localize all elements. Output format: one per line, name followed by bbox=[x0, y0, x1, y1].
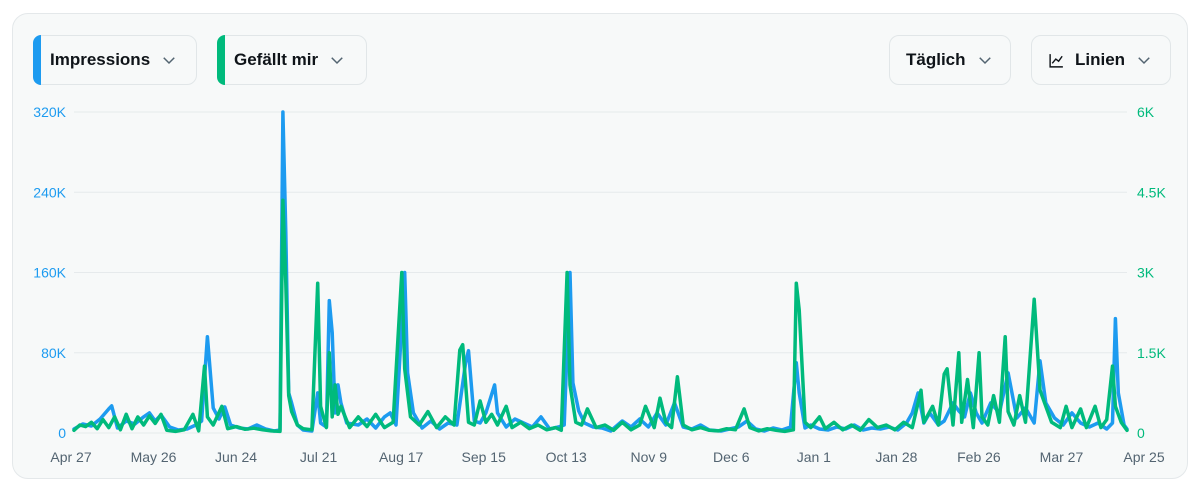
y-axis-right: 0 1.5K 3K 4.5K 6K bbox=[1137, 104, 1166, 441]
y-right-tick-label: 0 bbox=[1137, 425, 1145, 441]
metric2-label: Gefällt mir bbox=[234, 50, 319, 69]
x-tick-label: Dec 6 bbox=[713, 449, 750, 465]
y-right-tick-label: 3K bbox=[1137, 265, 1155, 281]
chart-grid bbox=[74, 111, 1127, 434]
x-tick-label: Aug 17 bbox=[379, 449, 424, 465]
x-tick-label: Nov 9 bbox=[630, 449, 667, 465]
y-left-tick-label: 160K bbox=[33, 265, 66, 281]
x-tick-label: Jan 28 bbox=[875, 449, 917, 465]
y-left-tick-label: 80K bbox=[41, 345, 67, 361]
x-axis: Apr 27 May 26 Jun 24 Jul 21 Aug 17 Sep 15 Oct … bbox=[50, 449, 1164, 465]
x-tick-label: Jul 21 bbox=[300, 449, 338, 465]
chart-lines bbox=[72, 110, 1129, 434]
interval-selector[interactable]: Täglich bbox=[889, 35, 1011, 85]
chevron-down-icon bbox=[1135, 51, 1153, 69]
metric1-color-bar bbox=[33, 35, 41, 85]
metric2-color-bar bbox=[217, 35, 225, 85]
x-tick-label: Mar 27 bbox=[1040, 449, 1084, 465]
chevron-down-icon bbox=[328, 51, 346, 69]
y-axis-left: 0 80K 160K 240K 320K bbox=[33, 104, 66, 441]
chevron-down-icon bbox=[976, 51, 994, 69]
y-left-tick-label: 240K bbox=[33, 184, 66, 200]
metric1-label: Impressions bbox=[50, 50, 151, 69]
y-left-tick-label: 320K bbox=[33, 104, 66, 120]
chart-style-selector[interactable]: Linien bbox=[1031, 35, 1171, 85]
y-right-tick-label: 6K bbox=[1137, 104, 1155, 120]
x-tick-label: Apr 27 bbox=[50, 449, 91, 465]
x-tick-label: Jun 24 bbox=[215, 449, 257, 465]
metric1-selector[interactable]: Impressions bbox=[33, 35, 197, 85]
chevron-down-icon bbox=[160, 51, 178, 69]
x-tick-label: Jan 1 bbox=[797, 449, 831, 465]
series-line-right bbox=[72, 198, 1129, 434]
y-right-tick-label: 1.5K bbox=[1137, 345, 1166, 361]
y-left-tick-label: 0 bbox=[58, 425, 66, 441]
x-tick-label: Apr 25 bbox=[1123, 449, 1164, 465]
y-right-tick-label: 4.5K bbox=[1137, 184, 1166, 200]
x-tick-label: May 26 bbox=[131, 449, 177, 465]
interval-label: Täglich bbox=[906, 50, 966, 69]
metric2-selector[interactable]: Gefällt mir bbox=[217, 35, 367, 85]
line-chart-icon bbox=[1048, 52, 1065, 69]
x-tick-label: Feb 26 bbox=[957, 449, 1001, 465]
chart-style-label: Linien bbox=[1075, 50, 1126, 69]
x-tick-label: Sep 15 bbox=[462, 449, 507, 465]
x-tick-label: Oct 13 bbox=[546, 449, 587, 465]
